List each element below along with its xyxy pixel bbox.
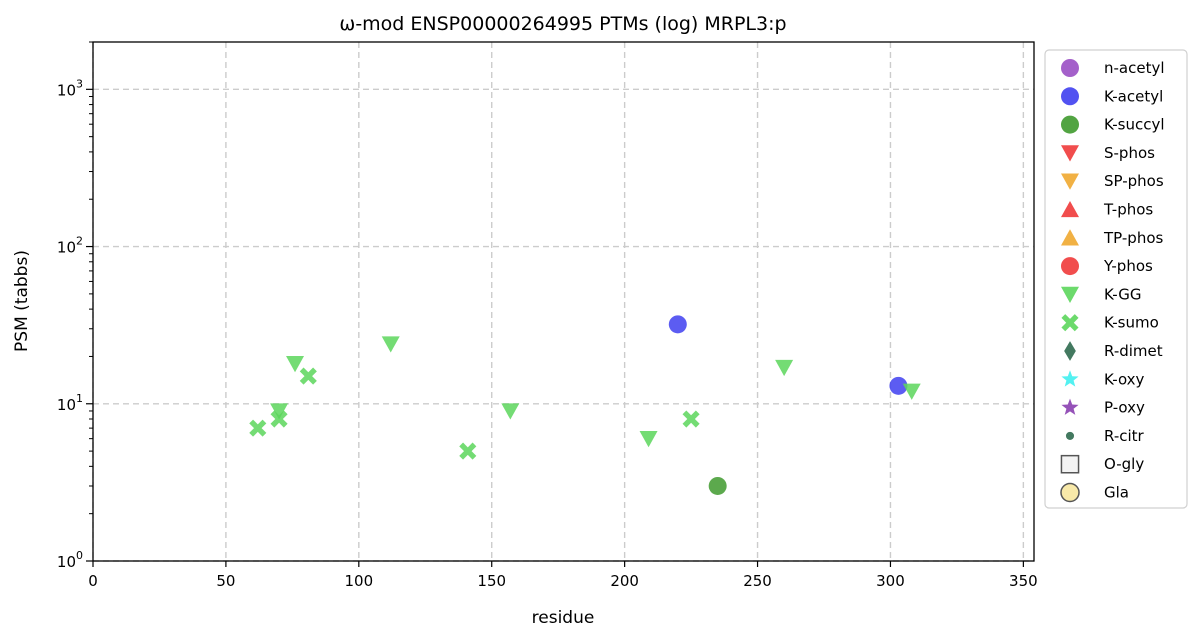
legend-label: Gla bbox=[1104, 484, 1129, 502]
legend-label: K-GG bbox=[1104, 285, 1141, 303]
x-tick-label: 250 bbox=[743, 572, 772, 590]
y-tick-label: 103 bbox=[57, 77, 83, 99]
legend-label: TP-phos bbox=[1103, 229, 1163, 247]
grid-lines bbox=[92, 42, 1034, 562]
legend-marker-n-acetyl bbox=[1061, 59, 1079, 77]
point-k-gg bbox=[501, 403, 520, 420]
chart-title: ω-mod ENSP00000264995 PTMs (log) MRPL3:p bbox=[339, 13, 786, 35]
x-tick-label: 350 bbox=[1009, 572, 1038, 590]
point-k-sumo bbox=[682, 410, 700, 428]
point-k-gg bbox=[775, 359, 794, 377]
legend-marker-r-dimet bbox=[1064, 341, 1076, 361]
point-k-acetyl bbox=[889, 376, 908, 395]
point-k-gg bbox=[639, 431, 658, 448]
legend-label: R-citr bbox=[1104, 427, 1145, 445]
legend-marker-sp-phos bbox=[1061, 173, 1079, 190]
legend-label: O-gly bbox=[1104, 455, 1144, 473]
legend-label: T-phos bbox=[1103, 201, 1153, 219]
legend-marker-t-phos bbox=[1061, 200, 1079, 218]
legend-marker-o-gly bbox=[1060, 454, 1080, 474]
x-tick-label: 150 bbox=[477, 572, 506, 590]
point-k-sumo bbox=[270, 410, 288, 428]
legend: n-acetyl K-acetyl K-succyl S-phos SP-phos T-p… bbox=[1044, 49, 1188, 509]
legend-marker-k-acetyl bbox=[1061, 87, 1079, 106]
x-tick-label: 100 bbox=[344, 572, 373, 590]
x-tick-label: 300 bbox=[876, 572, 905, 590]
legend-label: K-acetyl bbox=[1104, 87, 1163, 105]
y-tick-label: 102 bbox=[57, 235, 83, 257]
legend-label: SP-phos bbox=[1104, 172, 1164, 190]
x-axis-label: residue bbox=[532, 608, 595, 628]
legend-marker-gla bbox=[1060, 482, 1080, 503]
legend-marker-y-phos bbox=[1061, 257, 1079, 276]
legend-label: K-succyl bbox=[1104, 116, 1165, 134]
point-k-gg bbox=[286, 355, 305, 373]
point-k-gg bbox=[270, 403, 289, 420]
legend-label: Y-phos bbox=[1103, 257, 1153, 275]
y-axis-ticks: 100 101 102 103 bbox=[57, 41, 93, 571]
legend-label: R-dimet bbox=[1104, 342, 1163, 360]
legend-label: n-acetyl bbox=[1104, 59, 1165, 77]
legend-marker-tp-phos bbox=[1061, 229, 1079, 246]
point-k-gg bbox=[381, 336, 400, 353]
x-tick-label: 50 bbox=[216, 572, 235, 590]
point-k-acetyl bbox=[668, 315, 687, 334]
y-tick-label: 100 bbox=[57, 549, 83, 571]
legend-marker-s-phos bbox=[1061, 145, 1079, 162]
y-axis-label: PSM (tabbs) bbox=[12, 250, 32, 352]
point-k-gg bbox=[902, 383, 921, 400]
point-k-sumo bbox=[459, 442, 477, 460]
x-tick-label: 200 bbox=[610, 572, 639, 590]
legend-label: P-oxy bbox=[1104, 399, 1145, 417]
legend-box bbox=[1044, 49, 1188, 509]
legend-label: S-phos bbox=[1104, 144, 1155, 162]
point-k-sumo bbox=[249, 419, 267, 437]
plot-frame bbox=[92, 41, 1035, 562]
x-axis-ticks: 0 50 100 150 200 250 300 350 bbox=[88, 561, 1038, 590]
legend-marker-k-gg bbox=[1061, 286, 1079, 303]
x-tick-label: 0 bbox=[88, 572, 98, 590]
legend-marker-r-citr bbox=[1065, 431, 1075, 440]
legend-marker-k-sumo bbox=[1061, 314, 1079, 332]
legend-label: K-oxy bbox=[1104, 370, 1145, 388]
legend-marker-k-succyl bbox=[1061, 115, 1079, 134]
legend-label: K-sumo bbox=[1104, 314, 1159, 332]
data-points bbox=[249, 315, 921, 495]
legend-marker-p-oxy bbox=[1061, 398, 1079, 415]
point-k-sumo bbox=[299, 367, 317, 385]
legend-marker-k-oxy bbox=[1061, 370, 1079, 387]
y-tick-label: 101 bbox=[57, 392, 83, 414]
point-k-succyl bbox=[708, 476, 727, 495]
